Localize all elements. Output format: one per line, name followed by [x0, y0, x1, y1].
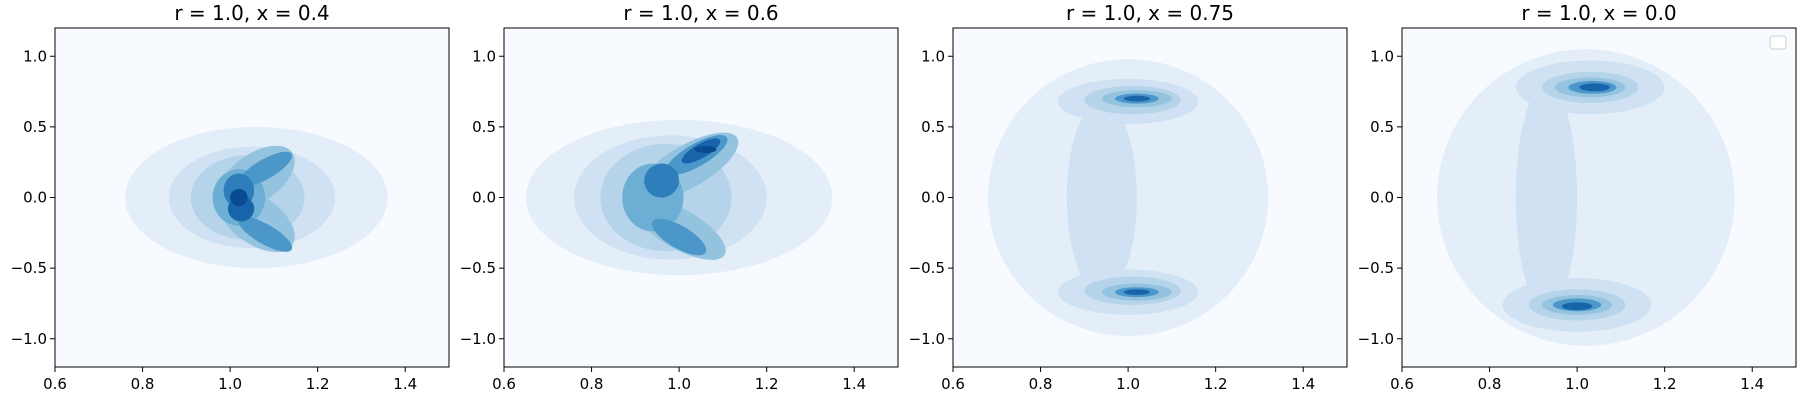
x-tick-label: 0.8	[1029, 375, 1053, 393]
x-tick-label: 0.8	[131, 375, 155, 393]
panel-2: 0.6 0.8 1.0 1.2 1.4 −1.0 −0.5 0.0 0.5 1.0 r = 1.0,…	[460, 1, 899, 393]
contour-level-8	[1561, 302, 1593, 311]
panel-4: 0.6 0.8 1.0 1.2 1.4 −1.0 −0.5 0.0 0.5 1.0 r = 1.0,…	[1358, 1, 1797, 393]
x-tick-label: 1.4	[1740, 375, 1764, 393]
y-tick-label: −1.0	[909, 330, 945, 348]
y-tick-label: 0.0	[1370, 189, 1394, 207]
y-tick-label: 0.0	[472, 189, 496, 207]
y-tick-label: 0.5	[23, 118, 47, 136]
contour-level-2	[1515, 84, 1578, 311]
y-tick-label: 1.0	[1370, 47, 1394, 65]
y-tick-label: −1.0	[460, 330, 496, 348]
x-tick-label: 0.6	[1390, 375, 1414, 393]
y-tick-label: 1.0	[921, 47, 945, 65]
contour-fill	[988, 59, 1269, 336]
panel-3: 0.6 0.8 1.0 1.2 1.4 −1.0 −0.5 0.0 0.5 1.0 r = 1.0,…	[909, 1, 1348, 393]
y-tick-label: 0.5	[1370, 118, 1394, 136]
y-tick-label: 1.0	[472, 47, 496, 65]
x-tick-label: 1.0	[1565, 375, 1589, 393]
panel-title: r = 1.0, x = 0.6	[623, 1, 778, 25]
y-tick-label: 0.0	[23, 189, 47, 207]
panel-title: r = 1.0, x = 0.4	[174, 1, 329, 25]
x-tick-label: 0.8	[580, 375, 604, 393]
x-tick-label: 0.6	[941, 375, 965, 393]
contour-fill	[525, 119, 833, 276]
contour-level-1	[1437, 49, 1735, 346]
contour-level-8	[1123, 289, 1151, 295]
x-tick-label: 1.2	[755, 375, 779, 393]
x-tick-label: 0.6	[43, 375, 67, 393]
x-tick-label: 1.0	[1116, 375, 1140, 393]
y-tick-label: −1.0	[1358, 330, 1394, 348]
y-tick-label: 0.0	[921, 189, 945, 207]
contour-fill	[125, 126, 388, 269]
contour-level-6	[238, 151, 293, 187]
contour-level-8	[1123, 95, 1151, 102]
y-tick-label: −0.5	[1358, 259, 1394, 277]
contour-level-2	[1066, 101, 1137, 294]
x-tick-label: 1.2	[1204, 375, 1228, 393]
legend-box	[1769, 35, 1787, 50]
y-tick-label: −0.5	[460, 259, 496, 277]
panel-1: 0.6 0.8 1.0 1.2 1.4 −1.0 −0.5 0.0 0.5 1.0 r = 1.0,…	[11, 1, 450, 393]
x-tick-label: 1.0	[218, 375, 242, 393]
x-tick-label: 1.4	[1291, 375, 1315, 393]
contour-level-6	[238, 216, 293, 252]
panel-title: r = 1.0, x = 0.75	[1066, 1, 1234, 25]
contour-level-8	[1579, 83, 1610, 92]
contour-level-7	[644, 163, 680, 198]
y-tick-label: 1.0	[23, 47, 47, 65]
contour-level-9	[694, 145, 717, 154]
x-tick-label: 1.4	[393, 375, 417, 393]
contour-level-6	[651, 218, 707, 256]
contour-fill	[1437, 49, 1735, 346]
x-tick-label: 0.8	[1478, 375, 1502, 393]
x-tick-label: 1.2	[306, 375, 330, 393]
x-tick-label: 1.2	[1653, 375, 1677, 393]
y-tick-label: 0.5	[472, 118, 496, 136]
panel-title: r = 1.0, x = 0.0	[1521, 1, 1676, 25]
y-tick-label: −1.0	[11, 330, 47, 348]
y-tick-label: −0.5	[11, 259, 47, 277]
y-tick-label: −0.5	[909, 259, 945, 277]
x-tick-label: 1.4	[842, 375, 866, 393]
contour-level-9	[230, 189, 248, 206]
y-tick-label: 0.5	[921, 118, 945, 136]
x-tick-label: 0.6	[492, 375, 516, 393]
x-tick-label: 1.0	[667, 375, 691, 393]
